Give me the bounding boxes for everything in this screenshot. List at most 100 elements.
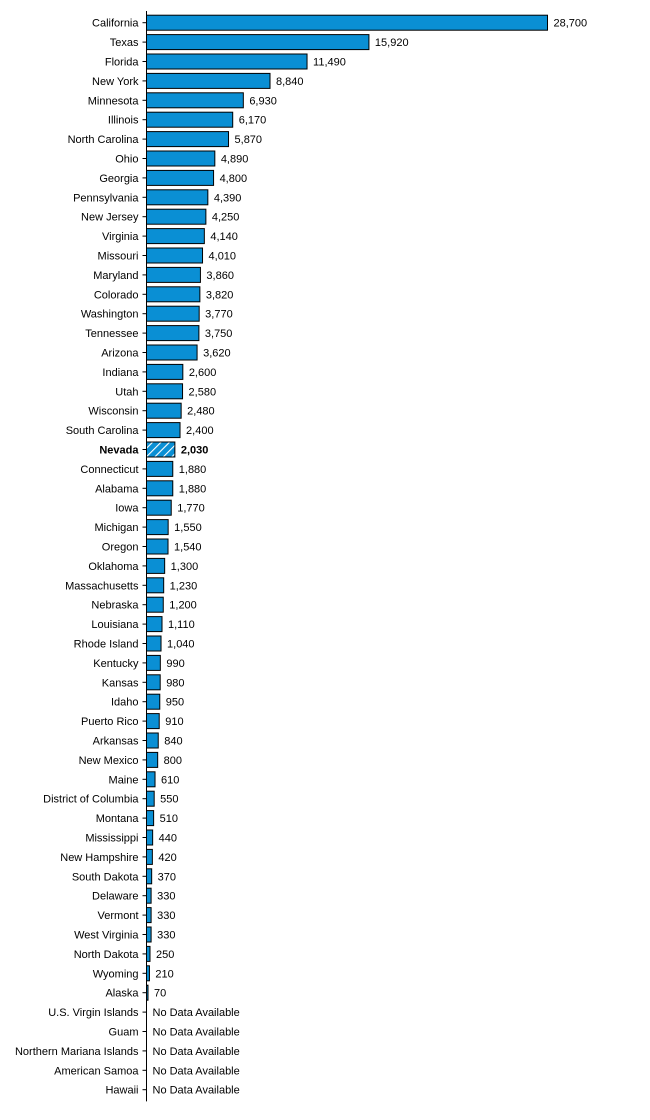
category-label-indiana: Indiana [102,367,139,379]
bar-new-mexico [146,751,159,768]
category-label-florida: Florida [105,57,140,69]
category-label-new-york: New York [92,76,139,88]
bar-georgia [146,169,215,186]
bar-kentucky [146,654,161,671]
value-label-wisconsin: 2,480 [187,406,215,418]
bar-new-jersey [146,208,207,225]
category-label-tennessee: Tennessee [85,328,138,340]
bar-oklahoma [146,557,166,574]
bar-minnesota [146,92,244,109]
bar-ohio [146,150,216,167]
category-label-texas: Texas [110,37,139,49]
value-label-idaho: 950 [166,697,184,709]
value-label-oregon: 1,540 [174,542,202,554]
value-label-colorado: 3,820 [206,289,234,301]
bar-new-york [146,72,271,89]
category-label-rhode-island: Rhode Island [74,639,139,651]
category-label-kansas: Kansas [102,677,139,689]
value-label-vermont: 330 [157,910,175,922]
value-label-alaska: 70 [154,988,166,1000]
category-label-nebraska: Nebraska [91,600,139,612]
bar-washington [146,305,200,322]
value-label-indiana: 2,600 [189,367,217,379]
category-label-idaho: Idaho [111,697,139,709]
category-label-kentucky: Kentucky [93,658,139,670]
category-label-missouri: Missouri [98,251,139,263]
bar-indiana [146,363,184,380]
bar-wisconsin [146,402,182,419]
category-label-new-mexico: New Mexico [79,755,139,767]
category-label-washington: Washington [81,309,139,321]
value-label-new-jersey: 4,250 [212,212,240,224]
category-label-louisiana: Louisiana [91,619,139,631]
value-label-montana: 510 [160,813,178,825]
value-label-alabama: 1,880 [179,483,207,495]
value-label-maryland: 3,860 [206,270,234,282]
value-label-massachusetts: 1,230 [170,580,198,592]
category-label-minnesota: Minnesota [88,95,140,107]
category-label-pennsylvania: Pennsylvania [73,192,139,204]
bar-arizona [146,344,198,361]
category-label-colorado: Colorado [94,289,139,301]
value-label-new-mexico: 800 [164,755,182,767]
value-label-pennsylvania: 4,390 [214,192,242,204]
category-label-ohio: Ohio [115,154,138,166]
bar-delaware [146,887,152,904]
value-label-oklahoma: 1,300 [171,561,199,573]
category-label-oregon: Oregon [102,542,139,554]
category-label-iowa: Iowa [115,503,139,515]
value-label-connecticut: 1,880 [179,464,207,476]
category-label-arizona: Arizona [101,348,139,360]
value-label-new-hampshire: 420 [158,852,176,864]
value-label-american-samoa: No Data Available [153,1065,240,1077]
category-label-montana: Montana [96,813,140,825]
bar-north-carolina [146,131,230,148]
category-label-south-dakota: South Dakota [72,871,140,883]
value-label-arizona: 3,620 [203,348,231,360]
value-label-hawaii: No Data Available [153,1085,240,1097]
bar-california [146,14,548,31]
category-label-mississippi: Mississippi [85,833,138,845]
value-label-guam: No Data Available [153,1027,240,1039]
category-label-vermont: Vermont [98,910,139,922]
value-label-u-s-virgin-islands: No Data Available [153,1007,240,1019]
value-label-florida: 11,490 [313,57,346,69]
value-label-district-of-columbia: 550 [160,794,178,806]
category-label-connecticut: Connecticut [80,464,138,476]
value-label-north-carolina: 5,870 [235,134,263,146]
value-label-wyoming: 210 [155,968,173,980]
value-label-minnesota: 6,930 [249,95,277,107]
bar-texas [146,34,370,51]
value-label-nebraska: 1,200 [169,600,197,612]
category-label-north-dakota: North Dakota [74,949,140,961]
category-label-american-samoa: American Samoa [54,1065,139,1077]
bar-oregon [146,538,169,555]
bar-missouri [146,247,204,264]
bar-nevada [146,441,176,458]
value-label-texas: 15,920 [375,37,409,49]
value-label-kansas: 980 [166,677,184,689]
category-label-california: California [92,18,139,30]
category-label-nevada: Nevada [99,445,139,457]
value-label-rhode-island: 1,040 [167,639,195,651]
category-label-virginia: Virginia [102,231,139,243]
bar-colorado [146,286,201,303]
value-label-missouri: 4,010 [209,251,237,263]
value-label-south-dakota: 370 [158,871,176,883]
category-label-north-carolina: North Carolina [68,134,140,146]
bar-massachusetts [146,577,165,594]
value-label-west-virginia: 330 [157,930,175,942]
bar-maryland [146,266,201,283]
bar-west-virginia [146,926,152,943]
bar-kansas [146,674,161,691]
category-label-guam: Guam [109,1027,139,1039]
bar-florida [146,53,308,70]
value-label-northern-mariana-islands: No Data Available [153,1046,240,1058]
bar-rhode-island [146,635,162,652]
value-label-delaware: 330 [157,891,175,903]
bar-puerto-rico [146,713,160,730]
category-label-wyoming: Wyoming [93,968,139,980]
category-label-hawaii: Hawaii [105,1085,138,1097]
bar-alabama [146,480,174,497]
category-label-puerto-rico: Puerto Rico [81,716,138,728]
